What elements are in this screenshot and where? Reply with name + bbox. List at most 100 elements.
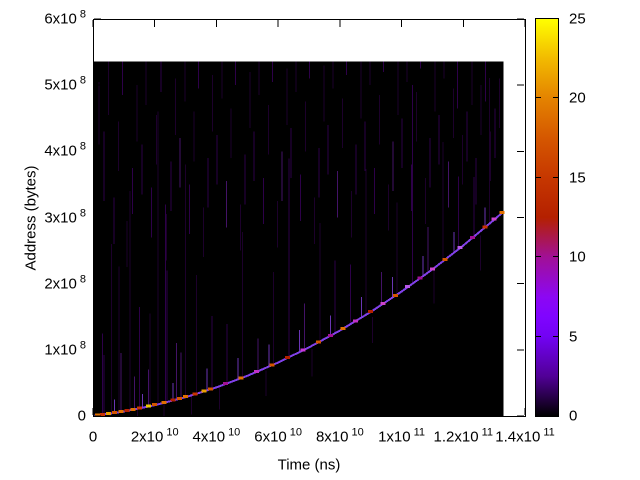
colorbar-tick-label-base: 25: [569, 10, 586, 28]
colorbar-tick-label: 5: [569, 329, 577, 344]
y-tick-label-base: 3x10: [44, 209, 77, 226]
x-axis-title: Time (ns): [277, 456, 341, 474]
curve-hot-segment: [315, 340, 321, 344]
y-tick-label-exponent: 8: [79, 207, 86, 219]
colorbar-tick-label: 10: [569, 250, 586, 265]
y-tick-label-exponent: 8: [79, 8, 86, 21]
x-tick-label-exponent: 10: [289, 426, 303, 439]
colorbar-tick-left: [536, 256, 541, 258]
curve-hot-segment: [269, 363, 275, 367]
x-tick-label-base: 8x10: [315, 428, 349, 446]
colorbar: [535, 18, 559, 417]
curve-hot-segment: [130, 407, 136, 411]
x-tick-label-exponent: 11: [481, 426, 494, 439]
colorbar-tick-label-base: 20: [569, 89, 586, 107]
x-tick-label: 8x10 10: [315, 426, 364, 446]
curve-hot-segment: [161, 401, 167, 405]
y-tick-label: 1x10 8: [44, 339, 86, 359]
x-tick-label: 1.4x10 11: [495, 426, 555, 446]
curve-hot-segment: [99, 412, 105, 416]
colorbar-tick-label: 20: [569, 91, 586, 106]
curve-hot-segment: [105, 411, 111, 415]
colorbar-tick-left: [536, 97, 541, 99]
curve-hot-segment: [146, 404, 152, 408]
x-tick-label-exponent: 10: [351, 426, 364, 439]
x-tick-label-exponent: 10: [166, 426, 179, 439]
curve-hot-segment: [95, 413, 101, 417]
x-tick-label: 4x10 10: [192, 426, 241, 446]
curve-hot-segment: [192, 392, 198, 396]
colorbar-tick-label: 15: [569, 170, 586, 185]
x-tick-label-exponent: 11: [413, 426, 426, 439]
plot-frame: [93, 19, 526, 417]
x-tick-label-base: 0: [88, 428, 98, 446]
x-tick-label: 2x10 10: [130, 426, 179, 446]
colorbar-tick-label-base: 15: [569, 169, 586, 187]
curve-hot-segment: [392, 293, 398, 297]
y-tick-label-exponent: 8: [79, 273, 86, 286]
colorbar-tick-label: 25: [569, 12, 586, 27]
curve-hot-segment: [491, 217, 497, 221]
curve-hot-segment: [328, 333, 334, 337]
curve-hot-segment: [300, 348, 306, 352]
curve-hot-segment: [380, 301, 386, 305]
curve-hot-segment: [417, 276, 423, 280]
x-tick-label-base: 6x10: [254, 428, 287, 446]
x-tick-label-base: 2x10: [130, 428, 164, 446]
colorbar-tick-right: [553, 256, 558, 258]
curve-hot-segment: [405, 285, 411, 289]
curve-hot-segment: [136, 406, 142, 410]
curve-hot-segment: [176, 396, 182, 400]
x-tick-label-exponent: 10: [228, 426, 241, 439]
colorbar-tick-left: [536, 335, 541, 337]
y-tick-label: 3x10 8: [44, 207, 86, 226]
curve-hot-segment: [183, 395, 189, 399]
y-tick-label-base: 1x10: [44, 341, 77, 359]
colorbar-tick-label-base: 0: [569, 407, 578, 425]
y-tick-label-base: 0: [77, 407, 86, 425]
curve-hot-segment: [207, 387, 213, 391]
curve-hot-segment: [442, 258, 448, 262]
curve-hot-segment: [429, 267, 435, 271]
x-tick-label-exponent: 11: [543, 426, 555, 439]
y-tick-label: 4x10 8: [44, 140, 86, 159]
y-tick-label-exponent: 8: [79, 140, 86, 153]
curve-hot-segment: [482, 225, 488, 229]
curve-hot-segment: [201, 389, 207, 393]
y-tick-label: 5x10 8: [44, 74, 86, 94]
colorbar-tick-label-base: 5: [569, 328, 578, 346]
curve-hot-segment: [352, 319, 358, 323]
curve-hot-segment: [118, 410, 124, 414]
colorbar-tick-right: [553, 335, 558, 337]
curve-hot-segment: [170, 398, 176, 402]
y-tick-label: 6x10 8: [44, 8, 86, 28]
colorbar-tick-right: [553, 97, 558, 99]
x-tick-label: 6x10 10: [254, 426, 303, 446]
y-tick-label-base: 6x10: [44, 10, 77, 28]
y-tick-label-exponent: 8: [79, 339, 86, 352]
y-tick-label-base: 5x10: [44, 76, 77, 94]
curve-hot-segment: [124, 408, 130, 412]
y-tick-label: 2x10 8: [44, 273, 86, 293]
x-tick-label-base: 1x10: [378, 428, 411, 446]
x-tick-label: 1.2x10 11: [433, 426, 494, 446]
curve-hot-segment: [238, 376, 244, 380]
x-tick-label: 1x10 11: [378, 426, 426, 446]
curve-hot-segment: [152, 403, 158, 407]
colorbar-tick-label: 0: [569, 409, 577, 424]
curve-hot-segment: [368, 309, 374, 313]
y-tick-label-base: 2x10: [44, 275, 77, 293]
curve-hot-segment: [112, 411, 118, 415]
colorbar-tick-label-base: 10: [569, 248, 586, 266]
colorbar-tick-left: [536, 176, 541, 178]
x-tick-label-base: 1.4x10: [495, 428, 541, 446]
curve-hot-segment: [457, 245, 463, 249]
curve-hot-segment: [223, 382, 229, 386]
curve-hot-segment: [254, 370, 260, 374]
y-tick-label-exponent: 8: [79, 74, 86, 87]
x-tick-label-base: 1.2x10: [433, 428, 479, 446]
y-axis-title: Address (bytes): [22, 165, 40, 271]
x-tick-label-base: 4x10: [192, 428, 226, 446]
